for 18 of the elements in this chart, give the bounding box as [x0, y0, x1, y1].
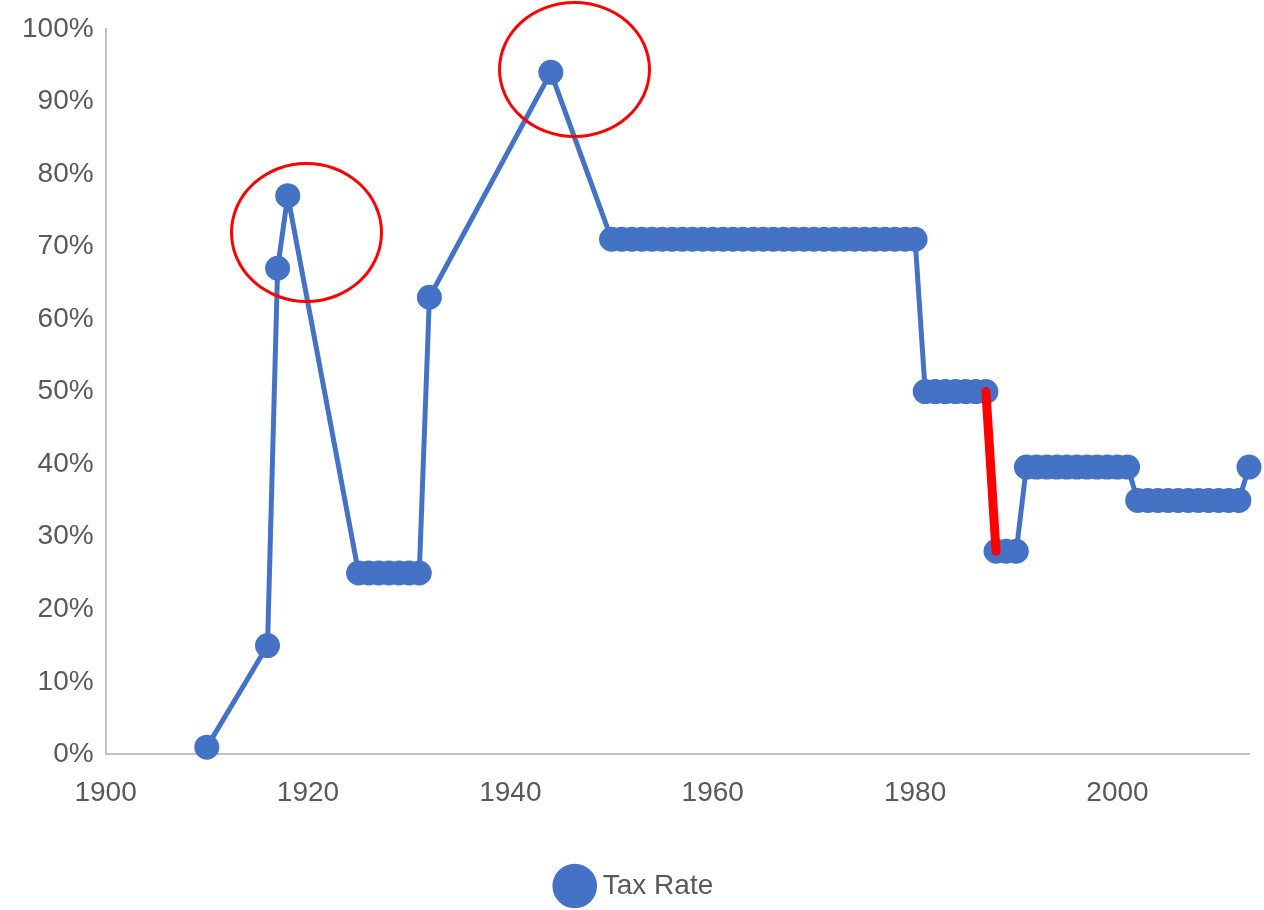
legend-label: Tax Rate — [602, 868, 714, 900]
y-tick-label: 80% — [37, 156, 94, 188]
x-tick-label: 2000 — [1086, 775, 1149, 807]
x-tick-label: 1940 — [479, 775, 542, 807]
y-tick-label: 100% — [21, 11, 94, 43]
y-tick-label: 0% — [53, 737, 94, 769]
x-tick-label: 1920 — [276, 775, 340, 807]
y-tick-label: 10% — [37, 664, 94, 696]
y-tick-label: 70% — [37, 229, 94, 261]
y-tick-label: 50% — [37, 374, 94, 406]
y-tick-label: 20% — [37, 592, 94, 623]
y-tick-label: 60% — [37, 301, 94, 333]
y-tick-label: 30% — [37, 519, 94, 551]
x-tick-label: 1960 — [681, 775, 744, 807]
x-tick-label: 1980 — [883, 775, 947, 807]
x-tick-label: 1900 — [74, 775, 137, 807]
y-tick-label: 40% — [37, 446, 94, 478]
y-tick-label: 90% — [37, 84, 94, 116]
